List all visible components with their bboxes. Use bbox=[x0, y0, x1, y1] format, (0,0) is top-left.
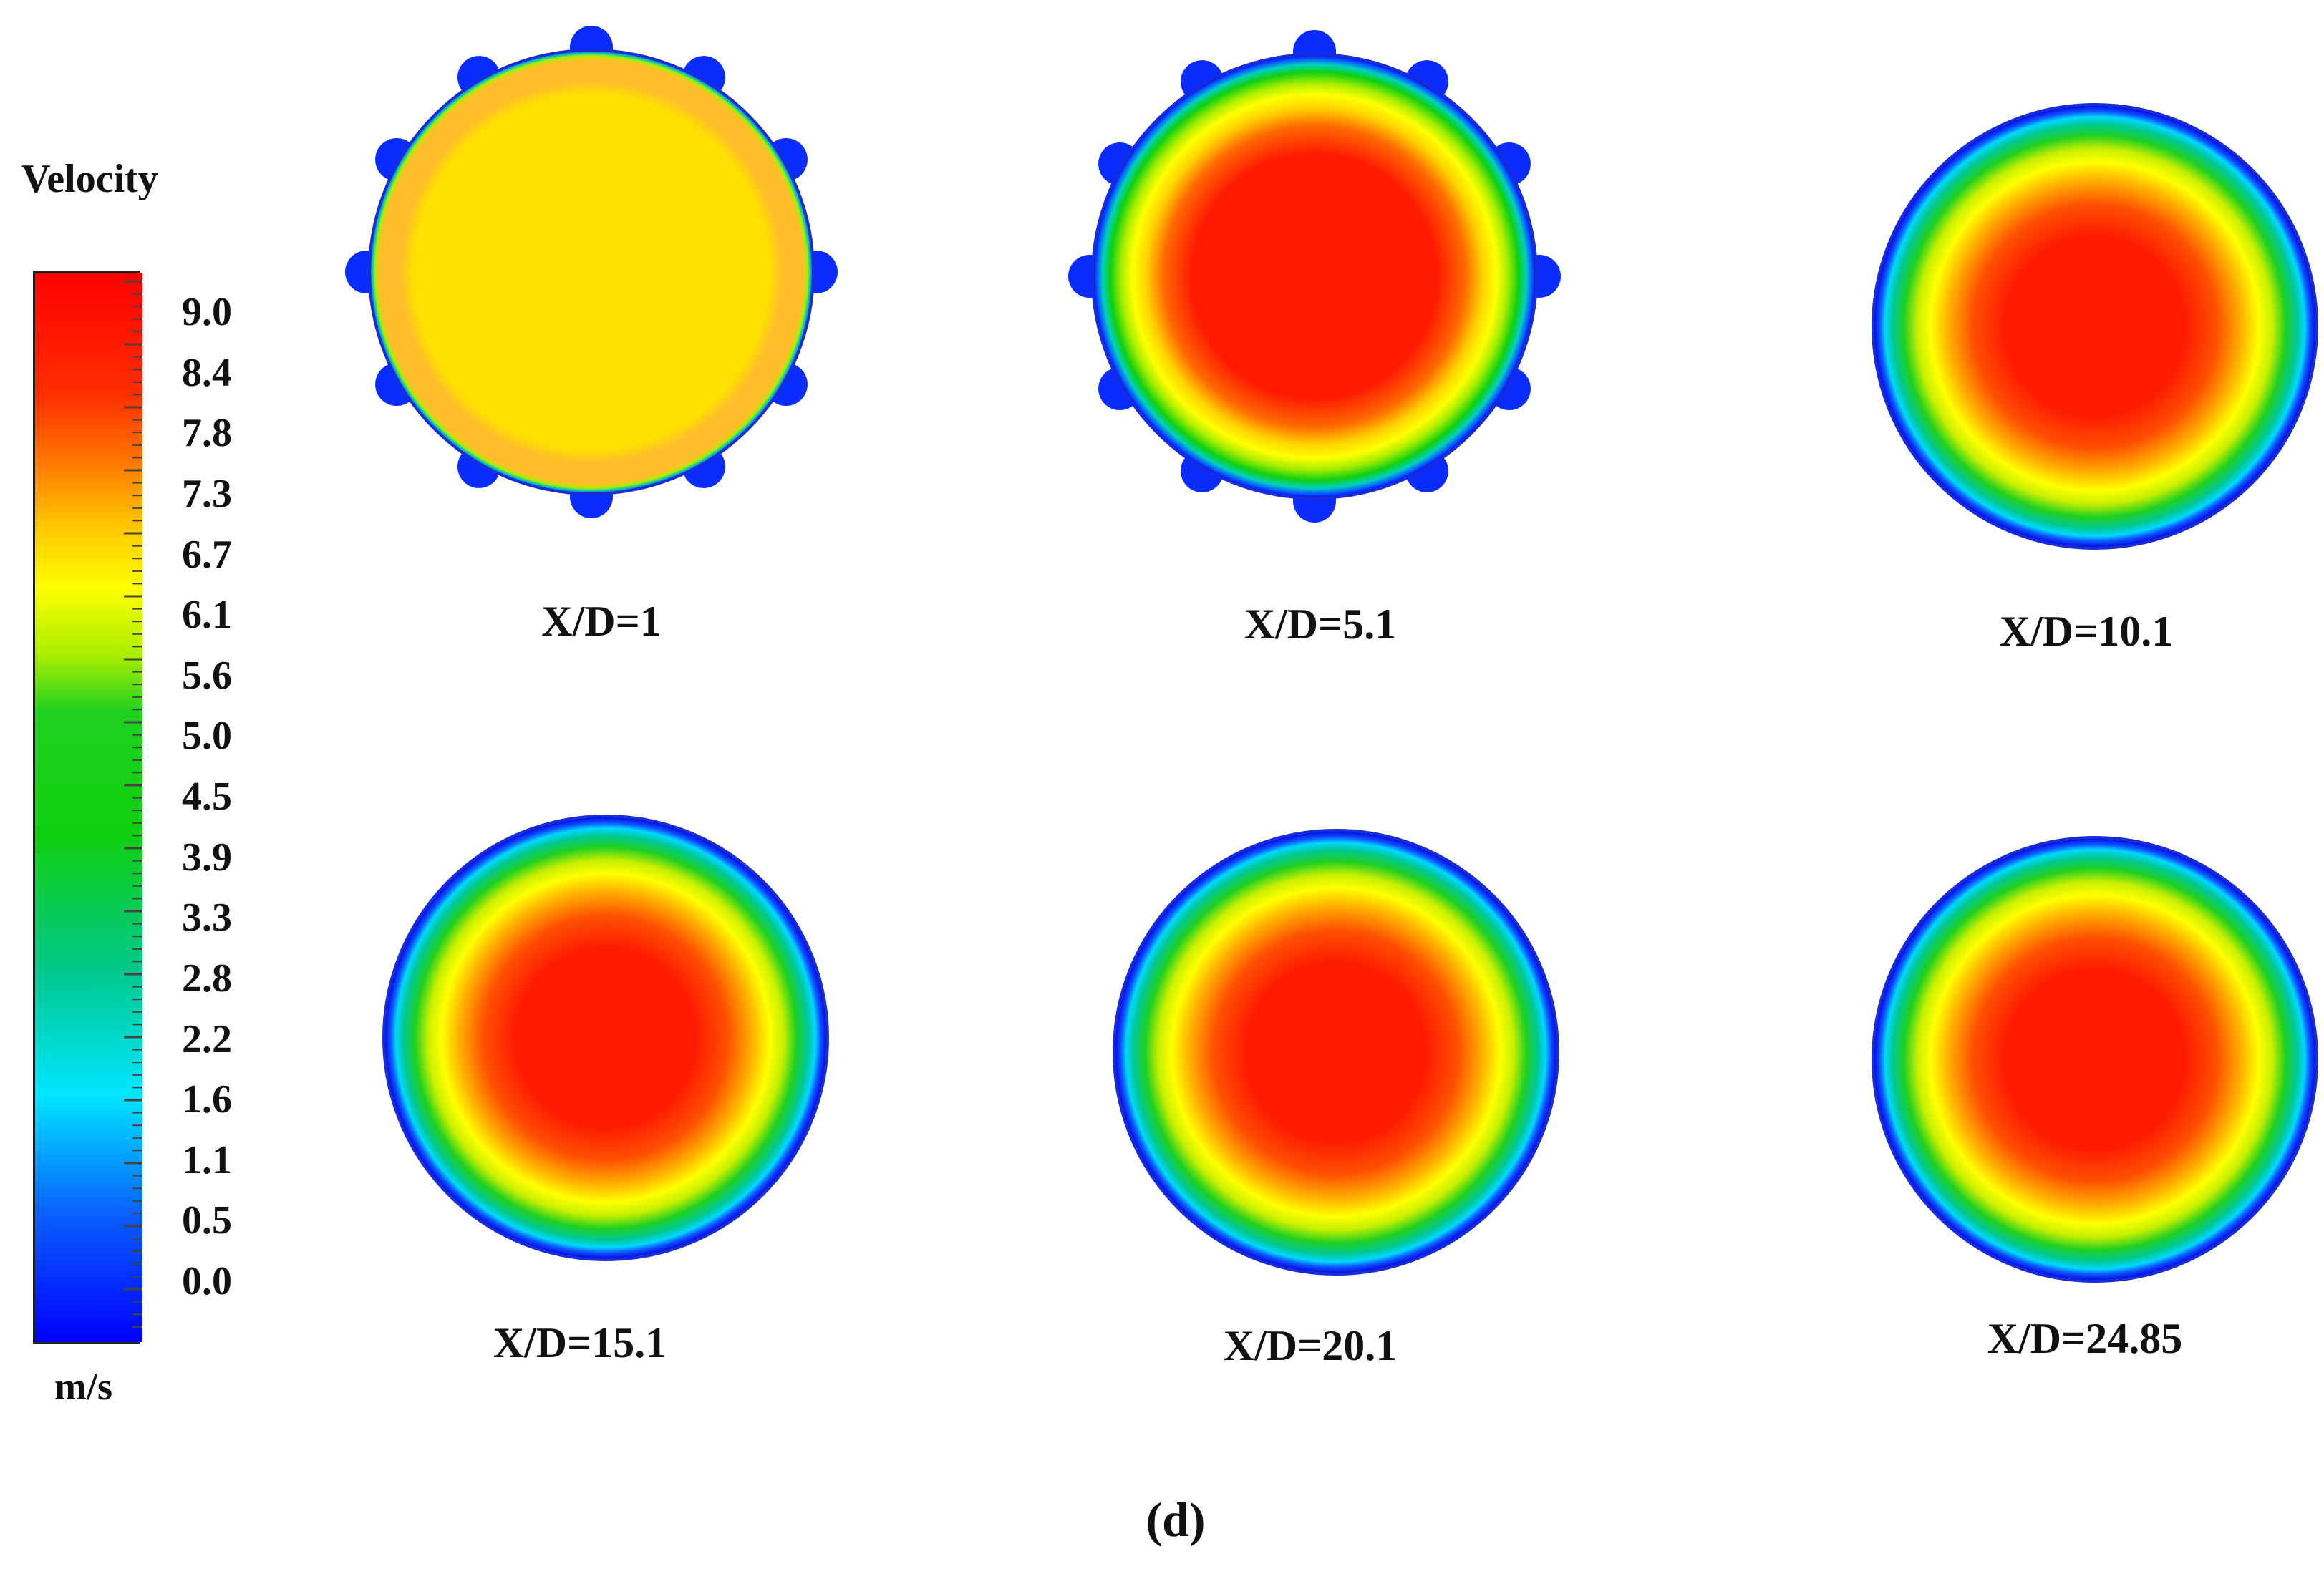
contour-svg bbox=[1872, 103, 2318, 550]
velocity-contour-disc bbox=[368, 49, 815, 495]
contour-svg bbox=[1068, 30, 1561, 523]
colorbar-tick-label: 0.0 bbox=[182, 1259, 232, 1303]
colorbar-tick-label: 1.6 bbox=[182, 1077, 232, 1122]
velocity-contour-disc bbox=[1091, 53, 1538, 500]
colorbar-tick-label: 9.0 bbox=[182, 290, 232, 334]
contour-plot-xd-15-1 bbox=[355, 787, 856, 1288]
colorbar-tick-label: 6.7 bbox=[182, 532, 232, 577]
unit-label: m/s bbox=[54, 1365, 112, 1408]
colorbar-tick-label: 6.1 bbox=[182, 593, 232, 638]
case-label-xd-20-1: X/D=20.1 bbox=[1223, 1322, 1398, 1369]
colorbar-tick-label: 7.3 bbox=[182, 471, 232, 516]
case-label-xd-10-1: X/D=10.1 bbox=[1999, 608, 2174, 655]
contour-plot-xd-5-1 bbox=[1064, 26, 1565, 527]
colorbar-tick-label: 2.8 bbox=[182, 956, 232, 1001]
colorbar-tick-label: 0.5 bbox=[182, 1198, 232, 1243]
colorbar-tick-label: 1.1 bbox=[182, 1137, 232, 1182]
contour-plot-xd-24-85 bbox=[1844, 809, 2324, 1310]
colorbar-tick-label: 4.5 bbox=[182, 774, 232, 819]
case-label-xd-24-85: X/D=24.85 bbox=[1987, 1315, 2183, 1362]
contour-svg bbox=[1872, 836, 2318, 1283]
case-label-xd-5-1: X/D=5.1 bbox=[1244, 601, 1397, 648]
contour-plot-xd-20-1 bbox=[1085, 802, 1587, 1303]
contour-svg bbox=[382, 815, 829, 1261]
colorbar-tick-label: 8.4 bbox=[182, 350, 232, 395]
contour-plot-xd-10-1 bbox=[1844, 76, 2324, 577]
colorbar-tick-label: 3.3 bbox=[182, 895, 232, 941]
velocity-contour-disc bbox=[382, 815, 829, 1261]
figure-panel-label: (d) bbox=[1146, 1492, 1206, 1547]
contour-svg bbox=[1113, 829, 1559, 1276]
legend-title: Velocity bbox=[21, 157, 158, 201]
colorbar-tick-label: 7.8 bbox=[182, 411, 232, 456]
colorbar-tick-label: 5.0 bbox=[182, 714, 232, 759]
colorbar bbox=[33, 271, 142, 1344]
contour-svg bbox=[345, 26, 838, 518]
colorbar-tick-marks bbox=[124, 280, 142, 1328]
velocity-contour-disc bbox=[1113, 829, 1559, 1276]
colorbar-tick-label: 2.2 bbox=[182, 1016, 232, 1062]
case-label-xd-1: X/D=1 bbox=[541, 598, 662, 645]
colorbar-tick-label: 3.9 bbox=[182, 835, 232, 880]
velocity-contour-disc bbox=[1872, 836, 2318, 1283]
velocity-contour-disc bbox=[1872, 103, 2318, 550]
colorbar-tick-label: 5.6 bbox=[182, 653, 232, 698]
contour-plot-xd-1 bbox=[341, 21, 842, 523]
case-label-xd-15-1: X/D=15.1 bbox=[493, 1319, 667, 1366]
